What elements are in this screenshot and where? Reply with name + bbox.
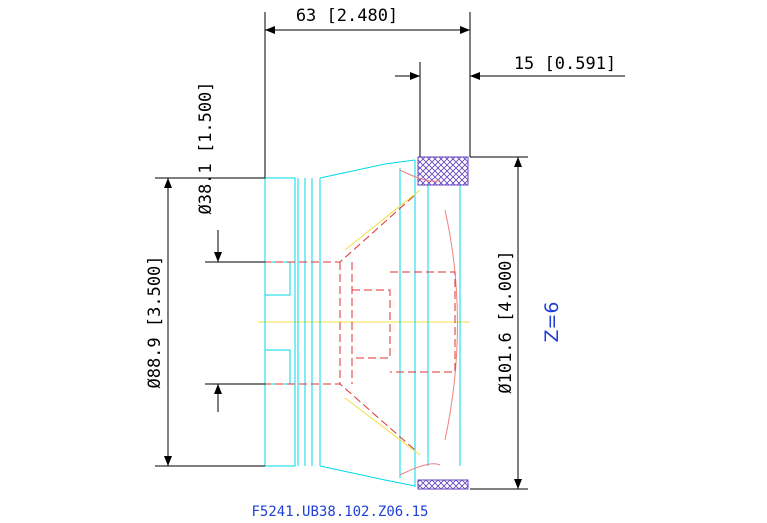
dimension-label: Ø38.1 [1.500] [196,81,216,214]
annotation: Z=6 [541,301,563,342]
inner-hidden-lines [215,189,456,456]
dimension-label: Ø101.6 [4.000] [496,250,516,393]
part-number: F5241.UB38.102.Z06.15 [251,504,428,520]
dimension-label: 15 [0.591] [514,54,616,74]
dimension-label: 63 [2.480] [296,6,398,26]
part-outline [258,156,470,490]
dimension-label: Ø88.9 [3.500] [145,255,165,388]
dimension-lines [155,12,625,490]
